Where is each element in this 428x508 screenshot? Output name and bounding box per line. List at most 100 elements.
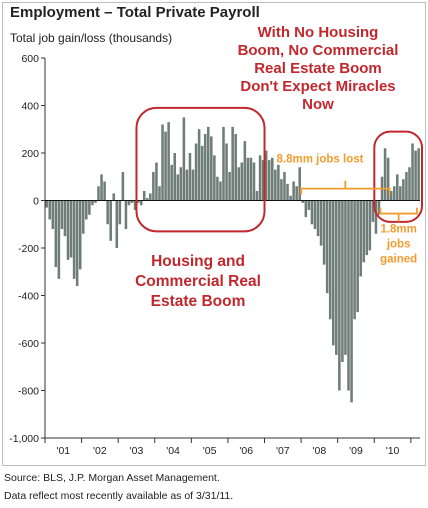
bar (191, 169, 195, 201)
bar (283, 172, 286, 201)
bar (210, 136, 213, 201)
bar (185, 169, 189, 201)
bar (319, 200, 323, 246)
bar (173, 153, 176, 201)
x-tick-label: '07 (276, 445, 290, 457)
recovery-highlight-box (373, 130, 424, 223)
chart-frame (2, 2, 426, 466)
x-tick-label: '08 (313, 445, 327, 457)
bar (362, 200, 366, 263)
x-tick-label: '05 (203, 445, 217, 457)
x-tick-label: '01 (56, 445, 70, 457)
headline-line: Real Estate Boom (254, 60, 382, 77)
bar (91, 200, 94, 206)
bar (54, 200, 58, 267)
data-note: Data reflect most recently available as … (4, 490, 234, 502)
bar (103, 181, 106, 201)
bar (377, 200, 381, 215)
x-tick-label: '09 (349, 445, 363, 457)
bar (161, 124, 164, 201)
y-tick-label: -1,000 (9, 433, 39, 445)
bar (109, 200, 112, 241)
headline-line: With No Housing (258, 24, 379, 41)
headline-line: Don't Expect Miracles (240, 78, 395, 95)
x-axis: '01 '02 '03 '04 '05 '06 '07 '08 '09 '10 (44, 200, 420, 457)
bar (231, 126, 234, 201)
boom-label-line: Commercial Real (135, 273, 261, 290)
source-note: Source: BLS, J.P. Morgan Asset Managemen… (4, 472, 220, 484)
bar (182, 117, 186, 201)
bar (75, 200, 79, 286)
bar (313, 200, 317, 229)
bar (304, 200, 308, 218)
bar (240, 162, 244, 201)
bar (69, 200, 73, 258)
bar (167, 122, 170, 201)
y-tick-label: 200 (21, 148, 39, 160)
bar (63, 200, 67, 237)
x-tick-label: '06 (239, 445, 253, 457)
bar (243, 141, 247, 201)
headline-line: Boom, No Commercial (238, 42, 399, 59)
bar (307, 200, 311, 210)
bar (365, 200, 369, 256)
bar (206, 126, 210, 201)
bar (100, 174, 103, 201)
bar (152, 172, 155, 201)
bar (127, 200, 131, 206)
bar (316, 200, 320, 237)
bar (356, 200, 359, 313)
bar (234, 134, 237, 201)
bar (292, 181, 295, 201)
bar (60, 200, 64, 229)
bar (261, 160, 265, 201)
bar (179, 167, 183, 201)
y-tick-label: 400 (21, 101, 39, 113)
bar (203, 134, 207, 201)
bar (246, 157, 250, 201)
bar (405, 172, 408, 201)
jobs-lost-bracket (300, 187, 391, 195)
bar (81, 200, 85, 234)
bar (188, 153, 192, 201)
bar (112, 193, 116, 201)
bar (386, 157, 390, 201)
boom-label-line: Housing and (151, 253, 245, 270)
bar (338, 200, 341, 391)
y-tick-label: 0 (33, 196, 39, 208)
x-tick-label: '10 (386, 445, 400, 457)
bar (389, 191, 393, 201)
jobs-gained-bracket (379, 207, 418, 215)
x-tick-label: '04 (166, 445, 180, 457)
bar (267, 160, 271, 201)
bar (298, 167, 301, 201)
bar (344, 200, 347, 355)
bar (350, 200, 353, 403)
bar (225, 143, 228, 201)
bar (359, 200, 362, 277)
bar (164, 131, 167, 201)
bar (280, 179, 283, 201)
bar (228, 172, 231, 201)
bar (222, 126, 225, 201)
jobs-gained-label-line: jobs (386, 239, 411, 251)
bar (136, 200, 140, 203)
bar (277, 164, 280, 201)
bar (158, 186, 161, 201)
bar (258, 155, 262, 201)
chart-title: Employment – Total Private Payroll (10, 4, 260, 21)
bar (197, 129, 201, 201)
boom-highlight-box (135, 106, 266, 233)
bar (347, 200, 350, 391)
bar (411, 143, 414, 201)
bar (249, 157, 253, 201)
bar (146, 198, 149, 201)
chart-subtitle: Total job gain/loss (thousands) (10, 31, 173, 45)
y-tick-label: -800 (18, 386, 39, 398)
bar (255, 191, 259, 201)
bar (341, 200, 344, 362)
x-tick-label: '02 (93, 445, 107, 457)
bar (94, 200, 97, 203)
bar (417, 148, 420, 201)
